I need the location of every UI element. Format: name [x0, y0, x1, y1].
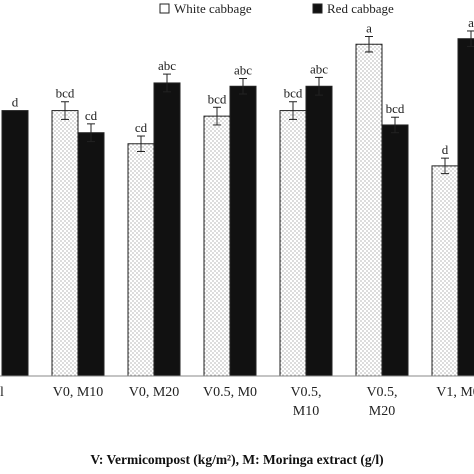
- significance-letter: bcd: [284, 86, 303, 101]
- category-label: V1, M0: [436, 385, 474, 400]
- significance-letter: bcd: [56, 86, 75, 101]
- white-cabbage-bar: [279, 110, 307, 377]
- category-label: V0.5,: [366, 385, 397, 400]
- white-cabbage-bar: [127, 143, 155, 377]
- category-label: V0.5, M0: [203, 385, 257, 400]
- red-cabbage-bar: [305, 85, 333, 377]
- legend-swatch-red-cabbage: [312, 3, 323, 14]
- white-cabbage-bar: [355, 43, 383, 377]
- x-axis-title: V: Vermicompost (kg/m²), M: Moringa extr…: [90, 452, 384, 467]
- white-cabbage-bar: [431, 165, 459, 377]
- significance-letter: abc: [234, 63, 252, 78]
- legend-label-white-cabbage: White cabbage: [174, 1, 252, 16]
- white-cabbage-bar: [51, 110, 79, 377]
- category-label: V0, M10: [53, 385, 104, 400]
- red-cabbage-bar: [229, 85, 257, 377]
- significance-letter: cd: [85, 108, 98, 123]
- red-cabbage-bar: [457, 38, 474, 377]
- significance-letter: a: [468, 15, 474, 30]
- white-cabbage-bar: [203, 115, 231, 377]
- significance-letter: abc: [310, 61, 328, 76]
- red-cabbage-bar: [381, 124, 409, 377]
- significance-letter: a: [366, 20, 372, 35]
- red-cabbage-bar: [1, 110, 29, 377]
- significance-letter: d: [12, 95, 19, 110]
- category-label: M20: [369, 404, 395, 419]
- red-cabbage-bar: [77, 132, 105, 377]
- legend: White cabbage Red cabbage: [159, 1, 394, 16]
- category-label: V0, M20: [129, 385, 180, 400]
- category-label: V0.5,: [290, 385, 321, 400]
- significance-letter: cd: [135, 120, 148, 135]
- category-label: M10: [293, 404, 319, 419]
- significance-letter: bcd: [208, 91, 227, 106]
- red-cabbage-bar: [153, 82, 181, 377]
- significance-letter: d: [442, 142, 449, 157]
- legend-swatch-white-cabbage: [159, 3, 170, 14]
- significance-letter: bcd: [386, 101, 405, 116]
- significance-letter: abc: [158, 58, 176, 73]
- category-label: l: [0, 385, 4, 400]
- legend-label-red-cabbage: Red cabbage: [327, 1, 394, 16]
